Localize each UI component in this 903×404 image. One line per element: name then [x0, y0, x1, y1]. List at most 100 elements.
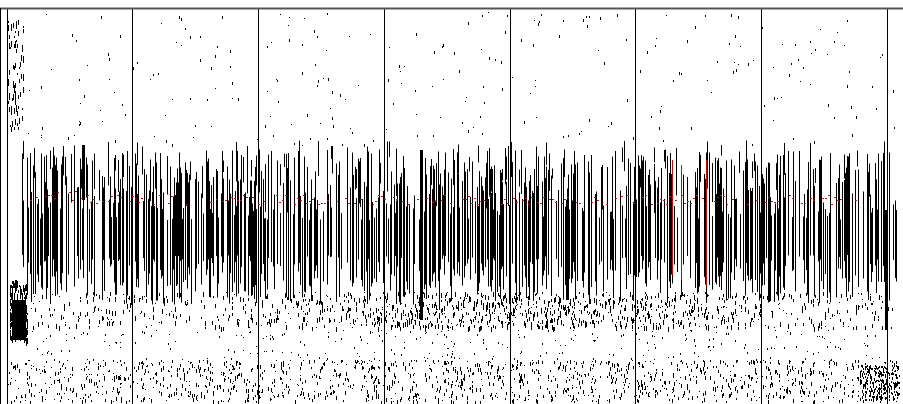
- data-point: [770, 372, 771, 375]
- data-point: [447, 361, 448, 362]
- data-point: [202, 375, 203, 376]
- data-point: [424, 293, 425, 298]
- data-point: [487, 372, 488, 375]
- data-point: [41, 390, 42, 392]
- data-point: [51, 69, 52, 70]
- data-point: [498, 378, 499, 381]
- data-point: [370, 333, 371, 334]
- data-point: [254, 294, 255, 295]
- data-point: [320, 393, 321, 395]
- data-point: [517, 399, 518, 400]
- data-point: [453, 314, 454, 318]
- data-point: [443, 372, 444, 375]
- data-point: [213, 400, 214, 403]
- data-point: [103, 366, 104, 367]
- data-point: [368, 400, 369, 401]
- data-point: [171, 366, 172, 368]
- data-point: [474, 304, 475, 308]
- data-point: [733, 312, 734, 315]
- data-point: [695, 26, 696, 29]
- red-trace-dash: [57, 192, 59, 193]
- data-point: [747, 297, 748, 300]
- data-point: [235, 376, 236, 379]
- data-point: [583, 19, 584, 22]
- data-point: [262, 300, 263, 303]
- data-point: [668, 327, 669, 332]
- red-trace-dash: [72, 200, 74, 201]
- data-point: [223, 299, 224, 300]
- data-point: [873, 392, 874, 394]
- data-point: [579, 381, 580, 385]
- data-point: [600, 305, 601, 306]
- data-point: [735, 301, 736, 305]
- data-point: [297, 384, 298, 385]
- data-point: [197, 400, 198, 401]
- data-point: [895, 384, 896, 388]
- data-point: [483, 339, 484, 341]
- data-point: [688, 398, 689, 400]
- data-point: [673, 312, 674, 315]
- data-point: [714, 327, 715, 328]
- data-point: [584, 395, 585, 396]
- data-point: [736, 315, 737, 316]
- data-point: [538, 325, 539, 329]
- data-point: [400, 301, 401, 305]
- data-point: [231, 372, 232, 374]
- data-point: [451, 400, 452, 404]
- data-point: [821, 371, 822, 372]
- data-point: [89, 374, 90, 375]
- data-point: [445, 295, 446, 298]
- data-point: [684, 294, 685, 297]
- data-point: [366, 398, 367, 402]
- data-point: [760, 304, 761, 308]
- data-point: [191, 362, 192, 363]
- red-trace-dash: [432, 202, 434, 203]
- data-point: [86, 377, 87, 380]
- data-point: [452, 298, 453, 299]
- data-point: [384, 312, 385, 315]
- data-point: [749, 362, 750, 365]
- data-point: [274, 364, 275, 365]
- data-point: [436, 311, 437, 313]
- data-point: [325, 353, 326, 354]
- data-point: [448, 370, 449, 373]
- data-point: [592, 320, 593, 324]
- data-point: [427, 307, 428, 310]
- data-point: [802, 382, 803, 385]
- data-point: [533, 318, 534, 321]
- data-point: [718, 310, 719, 314]
- data-point: [180, 314, 181, 317]
- data-point: [35, 308, 36, 312]
- data-point: [483, 305, 484, 310]
- data-point: [529, 317, 530, 321]
- data-point: [40, 373, 41, 374]
- data-point: [511, 387, 512, 388]
- data-point: [10, 125, 11, 127]
- data-point: [152, 364, 153, 366]
- data-point: [732, 314, 733, 319]
- data-point: [870, 375, 871, 379]
- data-point: [368, 394, 369, 397]
- data-point: [584, 306, 585, 311]
- data-point: [64, 377, 65, 378]
- data-point: [392, 317, 393, 319]
- data-point: [105, 334, 106, 335]
- data-point: [875, 388, 876, 390]
- data-point: [103, 360, 104, 361]
- data-point: [61, 387, 62, 390]
- data-point: [382, 340, 383, 342]
- data-point: [22, 397, 23, 398]
- data-point: [381, 330, 382, 331]
- data-point: [642, 298, 643, 301]
- data-point: [693, 310, 694, 312]
- data-point: [419, 321, 420, 326]
- data-point: [520, 313, 521, 314]
- data-point: [245, 311, 246, 314]
- data-point: [419, 298, 420, 303]
- data-point: [447, 292, 448, 293]
- data-point: [666, 303, 667, 306]
- data-point: [738, 327, 739, 330]
- data-point: [619, 297, 620, 301]
- data-point: [587, 304, 588, 308]
